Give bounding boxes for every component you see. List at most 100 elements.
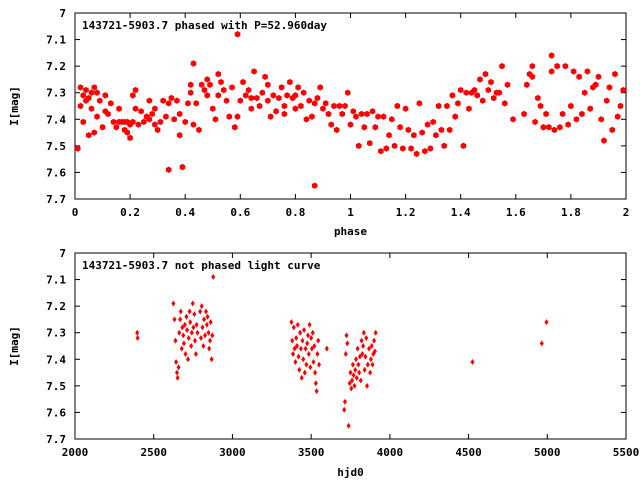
- data-point: [234, 113, 241, 120]
- data-point: [173, 337, 178, 344]
- x-tick-label: 0.2: [120, 206, 140, 219]
- y-tick-label: 7.7: [46, 433, 66, 446]
- y-tick-label: 7.4: [46, 353, 66, 366]
- data-point: [424, 121, 431, 128]
- data-point: [348, 369, 353, 376]
- data-point: [171, 300, 176, 307]
- data-point: [400, 145, 406, 152]
- data-point: [295, 84, 301, 91]
- data-point: [325, 110, 332, 118]
- data-point: [304, 361, 309, 368]
- data-point: [130, 92, 136, 99]
- data-point: [310, 329, 315, 336]
- data-point: [317, 84, 323, 91]
- data-point: [202, 316, 207, 323]
- data-point: [345, 340, 350, 347]
- data-point: [171, 116, 177, 123]
- data-point: [311, 100, 318, 107]
- data-point: [292, 345, 297, 352]
- data-point: [160, 97, 166, 104]
- y-axis-label: I[mag]: [8, 86, 21, 126]
- data-point: [446, 126, 453, 134]
- data-point: [470, 358, 475, 365]
- data-point: [86, 94, 92, 102]
- data-point: [292, 92, 299, 99]
- data-point: [361, 343, 366, 349]
- y-tick-label: 7: [59, 7, 66, 20]
- data-point: [86, 132, 92, 139]
- data-point: [294, 343, 299, 349]
- data-point: [540, 124, 547, 131]
- plot-title: 143721-5903.7 phased with P=52.960day: [82, 19, 327, 32]
- data-point: [573, 116, 580, 123]
- data-points: [74, 31, 627, 189]
- data-point: [186, 335, 191, 342]
- data-points: [135, 273, 549, 429]
- data-point: [411, 132, 417, 139]
- data-point: [299, 374, 304, 381]
- data-point: [333, 126, 340, 134]
- x-tick-label: 1.8: [561, 206, 581, 219]
- data-point: [356, 361, 361, 368]
- data-point: [548, 52, 555, 59]
- data-point: [354, 356, 359, 363]
- plot-title: 143721-5903.7 not phased light curve: [82, 259, 321, 272]
- data-point: [212, 116, 219, 123]
- data-point: [185, 327, 190, 334]
- data-point: [135, 121, 142, 128]
- data-point: [413, 150, 420, 158]
- data-point: [592, 81, 599, 88]
- data-point: [349, 385, 354, 392]
- data-point: [606, 84, 613, 91]
- data-point: [179, 345, 184, 352]
- x-tick-label: 5000: [534, 446, 561, 459]
- data-point: [568, 102, 574, 110]
- data-point: [422, 147, 428, 155]
- data-point: [132, 105, 139, 112]
- data-point: [359, 337, 364, 344]
- y-tick-label: 7.5: [46, 140, 66, 153]
- data-point: [455, 100, 461, 107]
- data-point: [357, 353, 362, 360]
- data-point: [369, 108, 376, 115]
- x-tick-label: 1: [347, 206, 354, 219]
- data-point: [291, 350, 296, 357]
- data-point: [298, 329, 303, 336]
- data-point: [367, 345, 372, 352]
- data-point: [350, 377, 355, 384]
- x-tick-label: 4500: [455, 446, 482, 459]
- data-point: [373, 329, 378, 336]
- data-point: [210, 332, 215, 339]
- plot-unphased: 2000 2500 3000 3500 4000 4500 5000 5500 7 7.1 7.2 7…: [8, 247, 639, 479]
- data-point: [149, 110, 155, 118]
- data-point: [314, 388, 319, 395]
- data-point: [620, 86, 627, 94]
- data-point: [535, 94, 541, 102]
- data-point: [265, 81, 271, 88]
- data-point: [204, 76, 211, 83]
- x-tick-label: 2000: [62, 446, 89, 459]
- data-point: [380, 113, 387, 120]
- data-point: [313, 380, 318, 387]
- data-point: [276, 94, 282, 102]
- data-point: [198, 81, 205, 88]
- data-point: [358, 110, 365, 118]
- data-point: [284, 92, 290, 99]
- x-tick-label: 0.6: [230, 206, 250, 219]
- data-point: [391, 142, 398, 150]
- data-point: [306, 350, 311, 357]
- y-tick-label: 7.1: [46, 274, 66, 287]
- data-point: [91, 129, 98, 136]
- data-point: [234, 31, 241, 38]
- data-point: [177, 329, 182, 336]
- data-point: [203, 332, 208, 339]
- data-point: [435, 102, 442, 110]
- data-point: [187, 81, 194, 88]
- data-point: [554, 62, 560, 70]
- data-point: [99, 124, 106, 131]
- data-point: [394, 102, 401, 110]
- data-point: [232, 124, 238, 131]
- data-point: [405, 126, 412, 134]
- data-point: [367, 140, 373, 147]
